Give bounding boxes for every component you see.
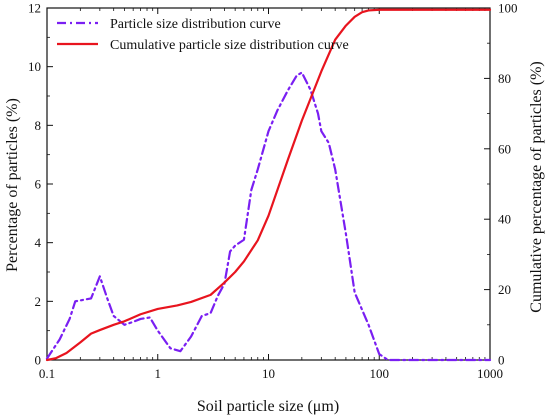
y-left-tick-label: 0 xyxy=(35,353,42,368)
legend-label-particle-size: Particle size distribution curve xyxy=(110,17,281,32)
plot-area xyxy=(46,7,491,361)
legend: Particle size distribution curve Cumulat… xyxy=(57,17,349,53)
y-axis-left-title: Percentage of particles (%) xyxy=(4,98,21,272)
y-right-tick-label: 60 xyxy=(498,141,511,156)
x-axis-title: Soil particle size (μm) xyxy=(197,398,339,415)
series-line-particle-size xyxy=(45,71,492,362)
x-tick-label: 1 xyxy=(155,366,162,381)
x-tick-label: 10 xyxy=(262,366,275,381)
y-left-tick-label: 12 xyxy=(28,1,41,16)
y-left-tick-label: 2 xyxy=(35,294,42,309)
series-layer xyxy=(45,8,492,362)
legend-label-cumulative: Cumulative particle size distribution cu… xyxy=(110,38,349,53)
y-right-tick-label: 0 xyxy=(498,353,505,368)
y-right-tick-label: 40 xyxy=(498,212,511,227)
y-axis-right-title: Cumulative percentage of particles (%) xyxy=(528,61,545,312)
x-tick-label: 100 xyxy=(370,366,390,381)
y-left-tick-label: 8 xyxy=(35,118,42,133)
y-left-tick-label: 4 xyxy=(35,235,42,250)
x-tick-label: 1000 xyxy=(477,366,503,381)
y-right-tick-label: 20 xyxy=(498,282,511,297)
x-tick-label: 0.1 xyxy=(39,366,55,381)
y-right-tick-label: 100 xyxy=(498,1,518,16)
series-line-cumulative xyxy=(45,8,492,362)
y-left-tick-label: 6 xyxy=(35,177,42,192)
y-left-tick-label: 10 xyxy=(28,59,41,74)
y-right-tick-label: 80 xyxy=(498,71,511,86)
